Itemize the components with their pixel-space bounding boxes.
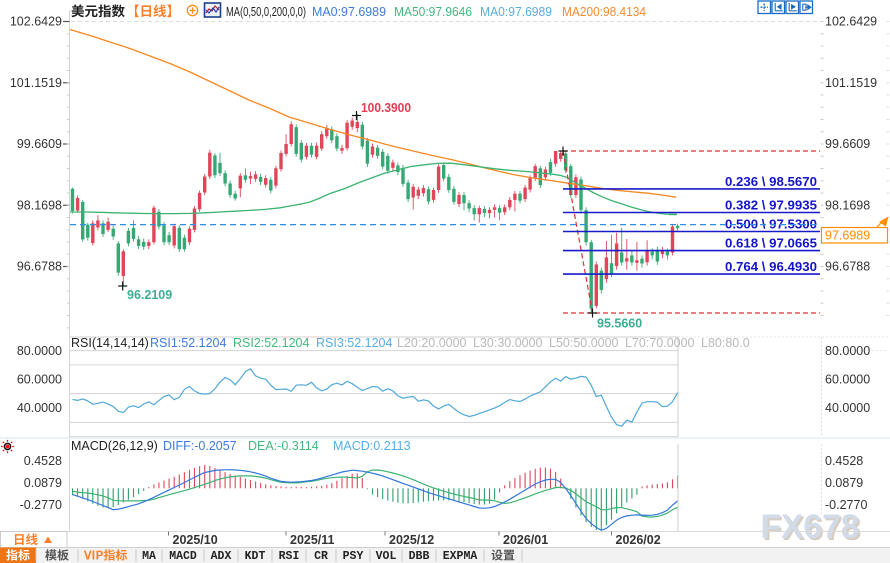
svg-text:96.2109: 96.2109 (127, 288, 172, 302)
svg-text:2025/12: 2025/12 (389, 533, 434, 547)
svg-text:0.618 \ 97.0665: 0.618 \ 97.0665 (725, 237, 817, 251)
svg-text:-0.2770: -0.2770 (825, 498, 867, 512)
svg-text:PSY: PSY (343, 550, 364, 563)
svg-text:0.382 \ 97.9935: 0.382 \ 97.9935 (725, 199, 817, 213)
svg-text:101.1519: 101.1519 (10, 76, 62, 90)
svg-text:60.0000: 60.0000 (17, 373, 62, 387)
svg-text:FX678: FX678 (761, 508, 860, 546)
svg-text:99.6609: 99.6609 (17, 137, 62, 151)
svg-text:MA: MA (142, 550, 156, 563)
svg-text:0.4528: 0.4528 (24, 454, 62, 468)
svg-text:VOL: VOL (376, 550, 397, 563)
svg-text:0.0879: 0.0879 (825, 476, 863, 490)
svg-text:60.0000: 60.0000 (825, 373, 870, 387)
svg-text:98.1698: 98.1698 (825, 198, 870, 212)
svg-text:CR: CR (314, 550, 328, 563)
svg-text:80.0000: 80.0000 (17, 344, 62, 358)
svg-text:DIFF:-0.2057: DIFF:-0.2057 (163, 439, 237, 453)
svg-text:L50:50.0000: L50:50.0000 (549, 336, 619, 350)
svg-text:0.0879: 0.0879 (24, 476, 62, 490)
svg-text:102.6429: 102.6429 (10, 15, 62, 29)
svg-text:-0.2770: -0.2770 (20, 498, 62, 512)
svg-text:80.0000: 80.0000 (825, 344, 870, 358)
svg-text:MA50:97.9646: MA50:97.9646 (394, 5, 472, 19)
svg-text:2026/02: 2026/02 (616, 533, 661, 547)
svg-text:2025/10: 2025/10 (173, 533, 218, 547)
svg-text:DBB: DBB (409, 550, 430, 563)
svg-text:96.6788: 96.6788 (17, 260, 62, 274)
svg-text:101.1519: 101.1519 (825, 76, 877, 90)
svg-text:40.0000: 40.0000 (17, 401, 62, 415)
svg-text:FX678: FX678 (763, 510, 862, 548)
svg-text:0.236 \ 98.5670: 0.236 \ 98.5670 (725, 175, 817, 189)
svg-text:0.764 \ 96.4930: 0.764 \ 96.4930 (725, 260, 817, 274)
svg-text:96.6788: 96.6788 (825, 260, 870, 274)
svg-text:EXPMA: EXPMA (443, 550, 478, 563)
svg-text:2026/01: 2026/01 (503, 533, 548, 547)
svg-text:MA0:97.6989: MA0:97.6989 (480, 5, 552, 19)
svg-text:RSI3:52.1204: RSI3:52.1204 (316, 336, 392, 350)
svg-text:40.0000: 40.0000 (825, 401, 870, 415)
svg-text:MACD:0.2113: MACD:0.2113 (333, 439, 411, 453)
svg-text:97.6989: 97.6989 (825, 229, 870, 243)
svg-text:L70:70.0000: L70:70.0000 (625, 336, 695, 350)
svg-text:RSI(14,14,14): RSI(14,14,14) (71, 336, 149, 350)
svg-text:95.5660: 95.5660 (597, 317, 642, 331)
svg-text:MA200:98.4134: MA200:98.4134 (562, 5, 646, 19)
svg-text:RSI2:52.1204: RSI2:52.1204 (233, 336, 309, 350)
svg-text:102.6429: 102.6429 (825, 15, 877, 29)
svg-text:RSI: RSI (279, 550, 300, 563)
svg-text:KDT: KDT (245, 550, 266, 563)
svg-text:98.1698: 98.1698 (17, 198, 62, 212)
svg-text:99.6609: 99.6609 (825, 137, 870, 151)
svg-text:MACD: MACD (169, 550, 197, 563)
svg-text:L80:80.0: L80:80.0 (701, 336, 750, 350)
svg-text:L20:20.0000: L20:20.0000 (397, 336, 467, 350)
svg-text:100.3900: 100.3900 (361, 101, 411, 115)
svg-text:MA(0,50,0,200,0,0): MA(0,50,0,200,0,0) (226, 5, 306, 19)
svg-text:MACD(26,12,9): MACD(26,12,9) (71, 439, 158, 453)
svg-text:DEA:-0.3114: DEA:-0.3114 (248, 439, 319, 453)
svg-text:2025/11: 2025/11 (290, 533, 335, 547)
svg-text:0.4528: 0.4528 (825, 454, 863, 468)
svg-text:MA0:97.6989: MA0:97.6989 (312, 5, 386, 19)
svg-text:ADX: ADX (211, 550, 232, 563)
svg-text:L30:30.0000: L30:30.0000 (473, 336, 543, 350)
svg-text:RSI1:52.1204: RSI1:52.1204 (150, 336, 226, 350)
